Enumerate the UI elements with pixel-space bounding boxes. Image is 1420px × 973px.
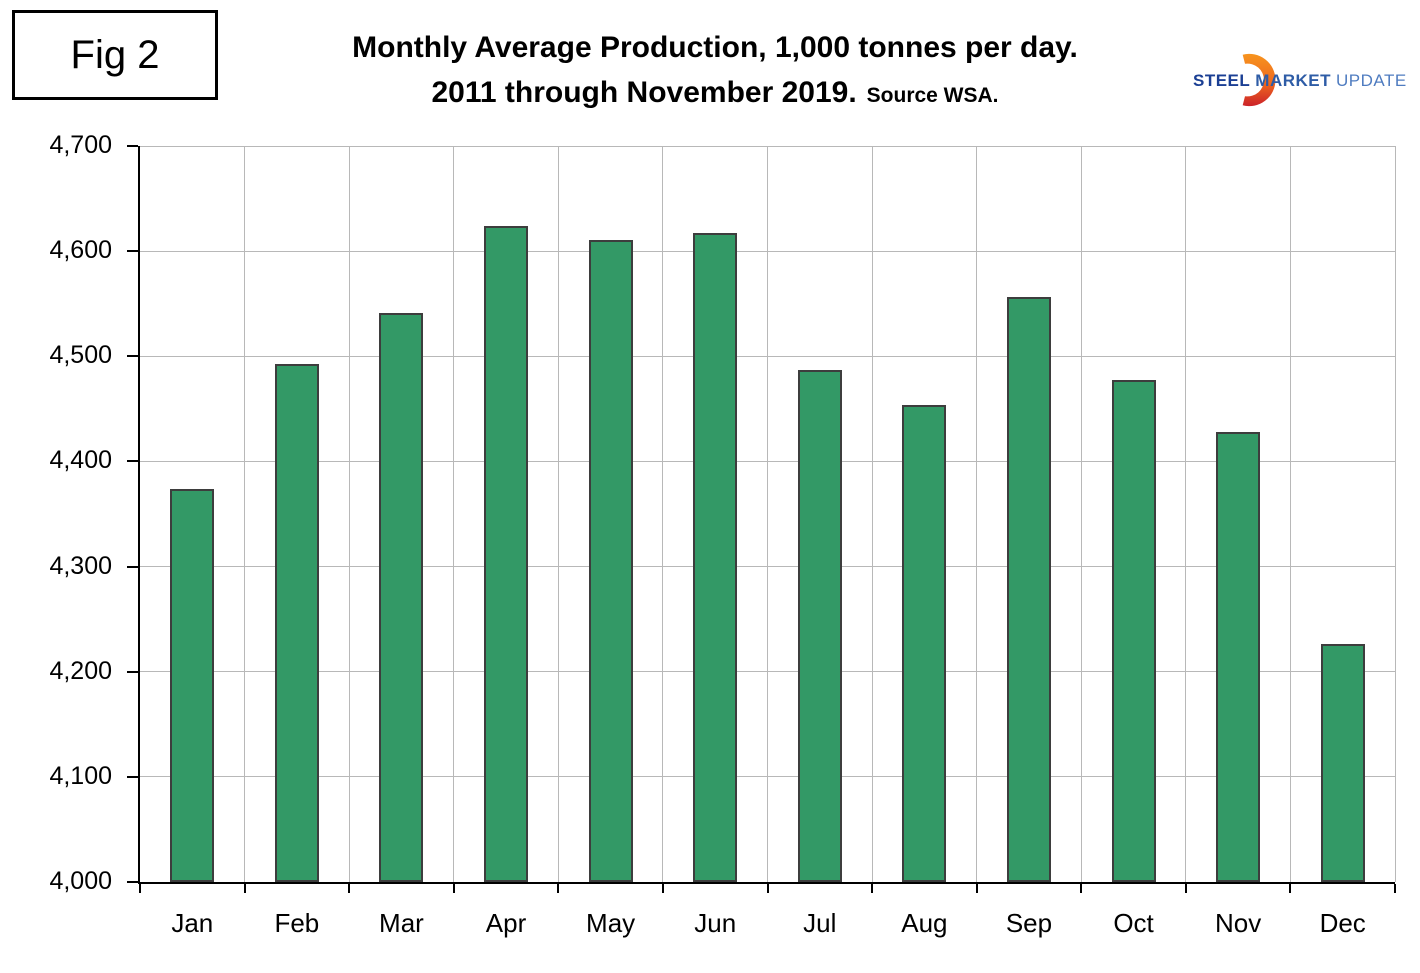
- x-axis-label: Mar: [379, 908, 424, 938]
- x-axis-label: Sep: [1005, 908, 1053, 938]
- x-axis-tick: [1394, 884, 1396, 893]
- bar-mar: [379, 313, 424, 882]
- y-axis-tick: [127, 250, 138, 253]
- x-axis-tick: [1080, 884, 1083, 893]
- x-axis-label: Feb: [274, 908, 320, 938]
- y-axis-label: 4,600: [49, 236, 112, 265]
- x-axis-label: Dec: [1319, 908, 1366, 938]
- bar-jun: [693, 233, 738, 882]
- bar-nov: [1216, 432, 1261, 882]
- bar-sep: [1006, 297, 1051, 882]
- y-axis-tick: [127, 881, 138, 883]
- bar-aug: [902, 404, 947, 882]
- v-gridline: [1185, 146, 1187, 882]
- x-axis-label: Nov: [1214, 908, 1262, 938]
- figure-label: Fig 2: [70, 32, 160, 77]
- x-axis-label: Aug: [901, 908, 948, 938]
- logo-text: STEEL MARKET UPDATE: [1193, 71, 1406, 91]
- x-axis-label: May: [586, 908, 636, 938]
- y-axis-label: 4,200: [49, 656, 112, 685]
- chart-title-line1: Monthly Average Production, 1,000 tonnes…: [352, 31, 1078, 64]
- v-gridline: [348, 146, 350, 882]
- x-axis-tick: [661, 884, 664, 893]
- x-axis-tick: [871, 884, 874, 893]
- v-gridline: [767, 146, 768, 882]
- plot-area: [127, 145, 1396, 893]
- bar-oct: [1111, 380, 1156, 882]
- x-axis-tick: [139, 884, 141, 893]
- x-axis-tick: [766, 884, 769, 893]
- logo-word-market: MARKET: [1255, 71, 1332, 90]
- x-axis-tick: [348, 884, 351, 893]
- y-axis-tick: [127, 565, 138, 568]
- x-axis-label: Apr: [485, 908, 527, 938]
- v-gridline: [1394, 146, 1396, 882]
- figure-label-box: Fig 2: [12, 10, 218, 100]
- y-axis-label: 4,700: [49, 131, 112, 159]
- logo-crescent-icon: [1242, 53, 1276, 107]
- bar-dec: [1320, 644, 1365, 882]
- bar-may: [588, 239, 633, 882]
- bar-jul: [797, 369, 842, 882]
- chart-title-period: 2011 through November 2019.: [431, 76, 857, 109]
- x-axis-label: Jun: [694, 908, 737, 938]
- v-gridline: [662, 146, 664, 882]
- x-axis-line: [138, 882, 1395, 884]
- y-axis-line: [138, 146, 140, 884]
- x-axis-tick: [975, 884, 978, 893]
- x-axis-tick: [1289, 884, 1292, 893]
- steel-market-update-logo: STEEL MARKET UPDATE: [1193, 50, 1406, 112]
- x-axis-tick: [1184, 884, 1187, 893]
- v-gridline: [1289, 146, 1291, 882]
- logo-word-steel: STEEL: [1193, 71, 1251, 90]
- chart-title-line2: 2011 through November 2019. Source WSA.: [200, 75, 1230, 111]
- bar-apr: [484, 225, 529, 882]
- y-axis-label: 4,100: [49, 761, 112, 790]
- y-axis-tick: [127, 145, 138, 147]
- y-axis-label: 4,000: [49, 867, 112, 895]
- y-axis-label: 4,500: [49, 341, 112, 370]
- y-axis-label: 4,400: [49, 446, 112, 475]
- bar-jan: [170, 488, 215, 882]
- v-gridline: [1080, 146, 1082, 882]
- v-gridline: [557, 146, 559, 882]
- chart-title: Monthly Average Production, 1,000 tonnes…: [200, 30, 1230, 111]
- y-axis-tick: [127, 460, 138, 463]
- y-axis-tick: [127, 775, 138, 778]
- v-gridline: [871, 146, 873, 882]
- v-gridline: [244, 146, 246, 882]
- v-gridline: [976, 146, 978, 882]
- y-axis-tick: [127, 355, 138, 358]
- y-axis-tick: [127, 670, 138, 673]
- v-gridline: [453, 146, 455, 882]
- x-axis-label: Oct: [1113, 908, 1154, 938]
- bar-feb: [274, 363, 319, 882]
- x-axis-tick: [557, 884, 560, 893]
- x-axis-tick: [243, 884, 246, 893]
- x-axis-label: Jul: [803, 908, 837, 938]
- x-axis-tick: [452, 884, 455, 893]
- x-axis-label: Jan: [171, 908, 214, 938]
- chart-source: Source WSA.: [866, 84, 999, 107]
- logo-word-update: UPDATE: [1336, 71, 1407, 90]
- y-axis-label: 4,300: [49, 551, 112, 580]
